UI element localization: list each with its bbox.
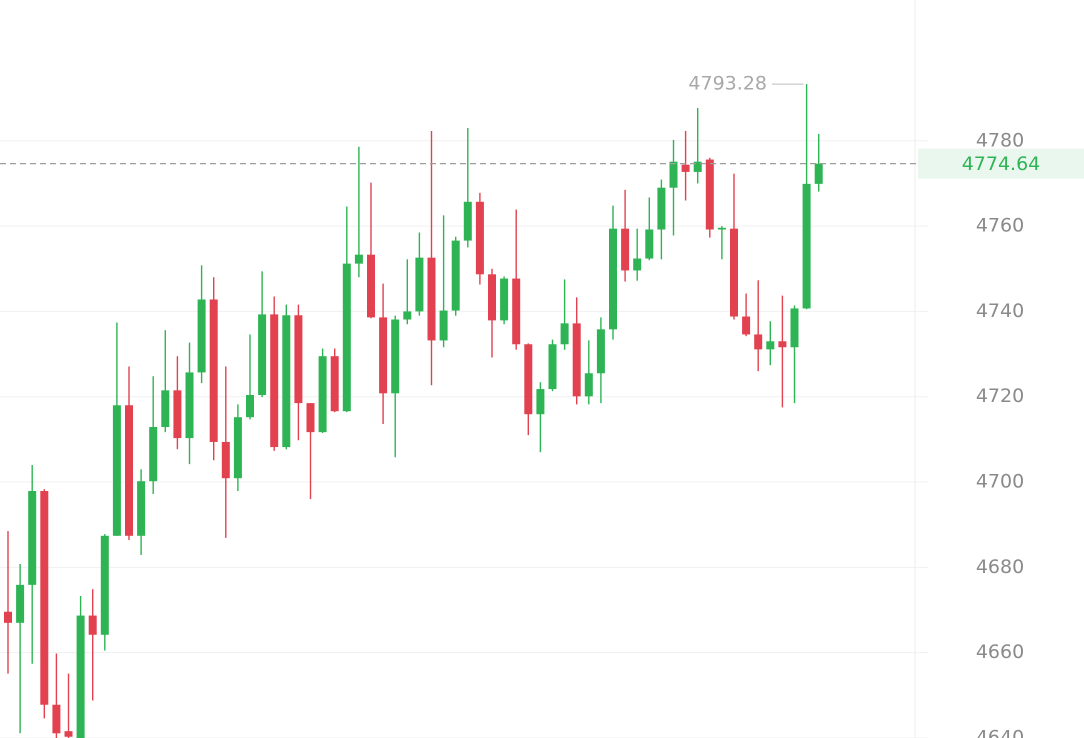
y-tick-label: 4740 (976, 300, 1024, 322)
candle-body (475, 201, 484, 275)
candle-body (197, 299, 206, 373)
candle-body (512, 278, 521, 345)
y-tick-label: 4760 (976, 215, 1024, 237)
candle-body (802, 183, 811, 309)
candle-body (306, 403, 315, 433)
candle-body (100, 535, 109, 635)
candle-body (64, 731, 73, 737)
candle-body (161, 390, 170, 428)
candle-body (488, 274, 496, 321)
candle-body (548, 344, 557, 390)
candle-body (790, 308, 799, 348)
candle-body (766, 341, 775, 350)
candle-body (318, 356, 327, 433)
candle-body (28, 491, 37, 585)
candle-body (814, 163, 823, 184)
y-tick-label: 4660 (976, 641, 1024, 663)
candle-body (500, 278, 509, 321)
candle-body (596, 329, 605, 374)
y-tick-label: 4680 (976, 556, 1024, 578)
candle-body (282, 315, 291, 448)
candle-body (645, 229, 654, 259)
candle-body (754, 334, 763, 350)
candle-body (657, 187, 666, 230)
candle-body (233, 417, 242, 479)
candle-body (391, 319, 400, 394)
candle-body (185, 372, 194, 439)
candle-body (246, 395, 254, 418)
y-tick-label: 4700 (976, 471, 1024, 493)
y-tick-label: 4640 (976, 727, 1024, 738)
candle-body (584, 373, 593, 397)
candle-body (427, 257, 436, 341)
candle-body (524, 344, 533, 415)
candle-body (173, 390, 182, 439)
candle-body (52, 704, 61, 734)
candle-body (717, 227, 726, 230)
candle-body (40, 491, 49, 705)
candle-body (221, 441, 230, 479)
candle-body (379, 317, 388, 394)
candle-body (609, 228, 617, 330)
candle-body (669, 161, 678, 188)
candle-body (705, 159, 714, 230)
last-price-label: 4774.64 (962, 153, 1041, 175)
max-label: 4793.28 (688, 73, 767, 95)
candle-body (439, 310, 448, 341)
candle-body (463, 201, 472, 241)
candle-body (403, 311, 412, 320)
candle-body (270, 314, 279, 448)
candle-body (572, 323, 581, 397)
candle-body (621, 228, 630, 271)
candle-body (88, 615, 97, 635)
candle-body (258, 314, 267, 396)
candle-body (633, 258, 642, 271)
candle-body (367, 254, 375, 318)
candle-body (209, 299, 218, 442)
candle-body (125, 405, 133, 536)
candle-body (294, 315, 303, 404)
y-tick-label: 4780 (976, 129, 1024, 151)
candle-body (76, 615, 85, 738)
candle-body (4, 611, 12, 623)
candle-body (415, 257, 424, 312)
candle-body (330, 356, 339, 412)
candle-body (149, 427, 158, 482)
candle-body (778, 341, 787, 348)
y-tick-label: 4720 (976, 385, 1024, 407)
candle-body (112, 405, 121, 536)
candle-body (693, 161, 702, 172)
candle-body (730, 228, 738, 317)
candle-body (354, 254, 363, 264)
candle-body (742, 316, 751, 335)
candle-body (681, 164, 690, 172)
candle-body (137, 481, 146, 536)
last-price-box (918, 148, 1084, 179)
candle-body (342, 263, 351, 412)
candle-body (536, 389, 545, 415)
candle-body (560, 323, 569, 345)
candle-body (16, 584, 25, 623)
candle-body (451, 240, 460, 311)
